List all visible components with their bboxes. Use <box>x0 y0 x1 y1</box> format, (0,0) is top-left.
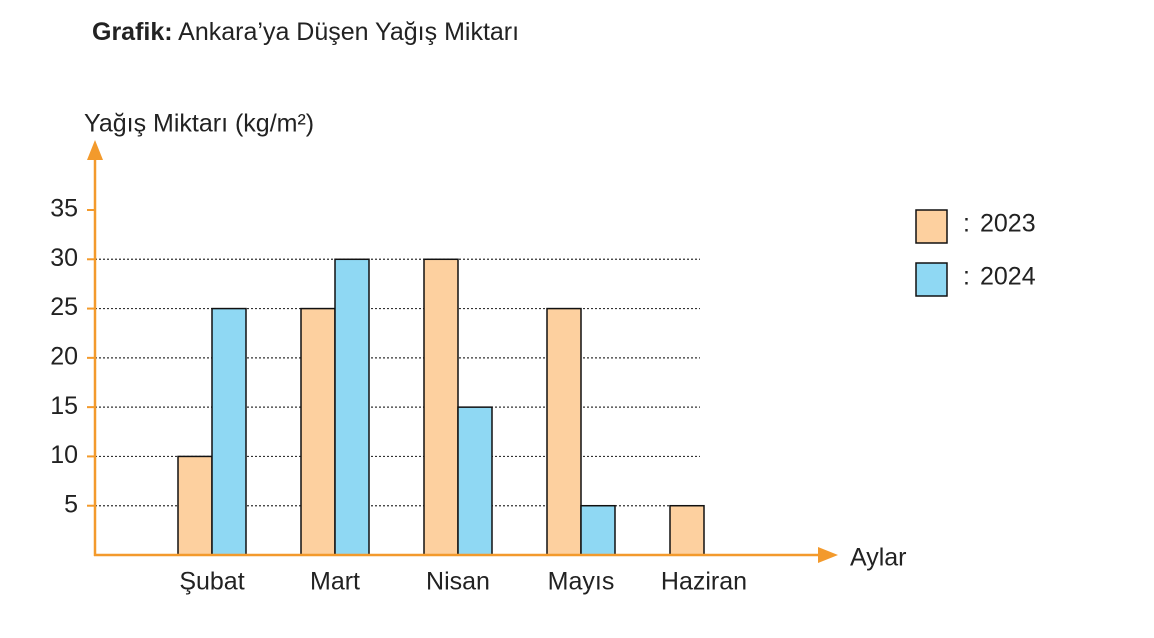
legend-separator: : <box>963 210 970 238</box>
y-tick-label: 25 <box>50 293 78 321</box>
legend-swatch <box>915 209 948 244</box>
bar <box>580 504 616 556</box>
y-axis-arrow <box>87 140 103 160</box>
legend-separator: : <box>963 263 970 291</box>
title-prefix: Grafik: <box>92 18 173 46</box>
x-axis-arrow <box>818 547 838 563</box>
y-tick-label: 15 <box>50 392 78 420</box>
y-tick-label: 5 <box>64 490 78 518</box>
y-tick-label: 30 <box>50 244 78 272</box>
legend-swatch <box>915 262 948 297</box>
x-tick-label: Mart <box>310 568 360 596</box>
bar <box>211 307 247 556</box>
x-tick-label: Nisan <box>426 568 490 596</box>
y-axis-label: Yağış Miktarı (kg/m²) <box>84 110 314 138</box>
y-tick-label: 20 <box>50 342 78 370</box>
legend-label: 2023 <box>980 210 1036 238</box>
bar <box>300 307 336 556</box>
bar <box>334 258 370 556</box>
y-tick-label: 10 <box>50 441 78 469</box>
bar <box>669 504 705 556</box>
x-axis-label: Aylar <box>850 544 907 572</box>
x-tick-label: Haziran <box>661 568 747 596</box>
bar <box>177 455 213 556</box>
x-tick-label: Mayıs <box>548 568 615 596</box>
x-tick-label: Şubat <box>179 568 244 596</box>
bar <box>423 258 459 556</box>
bar <box>457 406 493 556</box>
legend-label: 2024 <box>980 263 1036 291</box>
bar <box>546 307 582 556</box>
title-text: Ankara’ya Düşen Yağış Miktarı <box>178 18 519 46</box>
y-tick-label: 35 <box>50 195 78 223</box>
chart-title: Grafik: Ankara’ya Düşen Yağış Miktarı <box>92 18 519 46</box>
